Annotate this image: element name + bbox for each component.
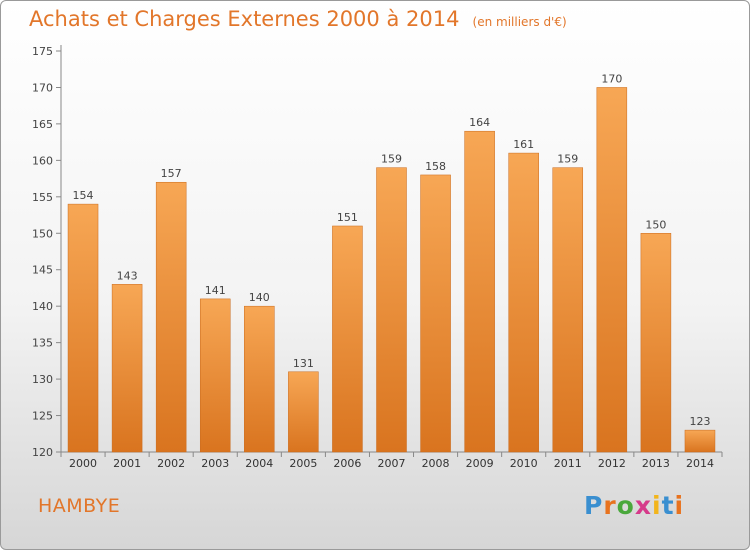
bar <box>552 167 584 453</box>
data-label: 151 <box>337 211 358 224</box>
axes: 120 125 130 135 140 145 150 155 160 165 170 175 2000… <box>32 45 723 470</box>
x-tick-label: 2008 <box>422 457 450 470</box>
x-tick-label: 2011 <box>554 457 582 470</box>
x-tick-label: 2006 <box>333 457 361 470</box>
logo-letter: x <box>634 491 652 520</box>
x-tick-label: 2001 <box>113 457 141 470</box>
bars <box>67 87 716 453</box>
bar <box>155 181 187 453</box>
y-tick-label: 145 <box>32 264 53 277</box>
data-label: 170 <box>601 72 622 85</box>
bar <box>111 284 143 453</box>
bar <box>508 152 539 453</box>
bar <box>199 298 231 453</box>
bar <box>244 305 275 453</box>
bar <box>596 87 628 453</box>
bar <box>420 174 451 453</box>
logo-letter: o <box>616 491 635 520</box>
x-tick-label: 2009 <box>466 457 494 470</box>
y-tick-label: 120 <box>32 446 53 459</box>
proxiti-logo: Proxiti <box>584 491 684 520</box>
x-tick-label: 2003 <box>201 457 229 470</box>
data-label: 141 <box>205 284 226 297</box>
y-tick-label: 150 <box>32 227 53 240</box>
x-tick-label: 2007 <box>378 457 406 470</box>
y-tick-label: 130 <box>32 373 53 386</box>
bar <box>67 203 99 453</box>
x-tick-label: 2002 <box>157 457 185 470</box>
data-label: 159 <box>557 153 578 166</box>
data-label: 164 <box>469 116 490 129</box>
bar <box>376 167 407 453</box>
data-labels: 154 143 157 141 140 131 151 159 158 164 161 159 170 1… <box>73 72 711 428</box>
data-label: 158 <box>425 160 446 173</box>
y-tick-label: 160 <box>32 154 53 167</box>
y-tick-label: 175 <box>32 45 53 58</box>
x-tick-label: 2000 <box>69 457 97 470</box>
data-label: 131 <box>293 357 314 370</box>
y-tick-label: 140 <box>32 300 53 313</box>
data-label: 161 <box>513 138 534 151</box>
commune-name: HAMBYE <box>38 495 121 517</box>
logo-letter: i <box>652 491 662 520</box>
chart-title: Achats et Charges Externes 2000 à 2014 <box>29 7 460 31</box>
y-tick-label: 165 <box>32 118 53 131</box>
data-label: 123 <box>689 415 710 428</box>
y-tick-label: 125 <box>32 410 53 423</box>
x-tick-label: 2004 <box>245 457 273 470</box>
x-tick-label: 2014 <box>686 457 714 470</box>
data-label: 154 <box>73 189 94 202</box>
logo-letter: i <box>674 491 685 520</box>
bar <box>464 130 495 453</box>
logo-letter: t <box>661 491 675 520</box>
y-tick-label: 135 <box>32 337 53 350</box>
bar <box>640 233 672 453</box>
x-tick-label: 2005 <box>289 457 317 470</box>
data-label: 150 <box>645 218 666 231</box>
bar <box>684 429 716 453</box>
bar <box>288 371 319 453</box>
logo-letter: P <box>584 491 604 520</box>
unit-note: (en milliers d'€) <box>472 15 567 29</box>
y-tick-label: 170 <box>32 81 53 94</box>
logo-letter: r <box>603 491 617 520</box>
data-label: 159 <box>381 153 402 166</box>
data-label: 143 <box>117 269 138 282</box>
x-tick-label: 2010 <box>510 457 538 470</box>
chart-title-block: Achats et Charges Externes 2000 à 2014 (… <box>29 7 567 31</box>
y-tick-label: 155 <box>32 191 53 204</box>
bar <box>332 225 363 453</box>
x-tick-label: 2012 <box>598 457 626 470</box>
data-label: 140 <box>249 291 270 304</box>
x-tick-label: 2013 <box>642 457 670 470</box>
data-label: 157 <box>161 167 182 180</box>
